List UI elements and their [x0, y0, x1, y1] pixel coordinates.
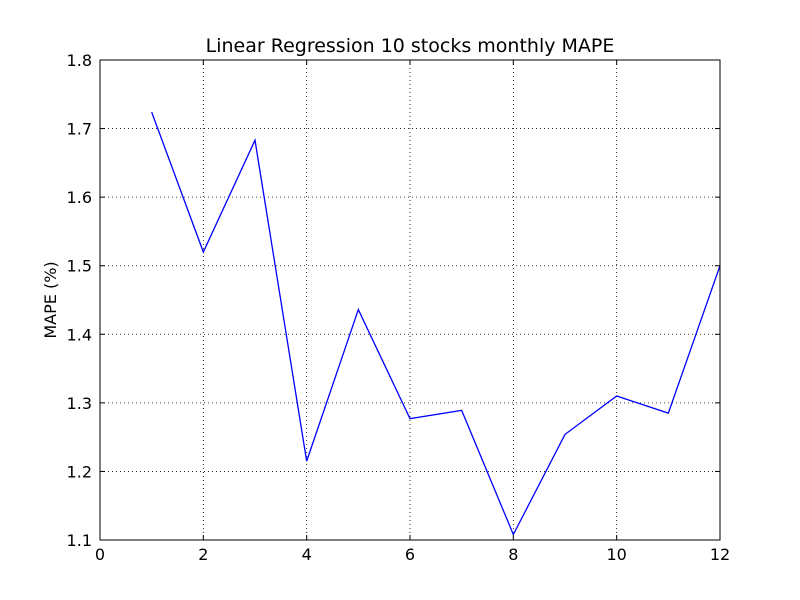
grid: [100, 60, 720, 540]
y-tick-label: 1.7: [67, 120, 92, 139]
y-tick-label: 1.8: [67, 51, 92, 70]
y-tick-label: 1.3: [67, 394, 92, 413]
chart-title: Linear Regression 10 stocks monthly MAPE: [206, 35, 615, 57]
y-tick-label: 1.1: [67, 531, 92, 550]
series-layer: [151, 111, 721, 537]
x-tick-label: 10: [606, 545, 626, 564]
y-axis-label: MAPE (%): [41, 261, 60, 338]
y-tick-label: 1.4: [67, 325, 92, 344]
x-tick-label: 2: [198, 545, 208, 564]
x-tick-label: 8: [508, 545, 518, 564]
x-tick-label: 6: [405, 545, 415, 564]
x-tick-label: 0: [95, 545, 105, 564]
series-line: [151, 111, 721, 537]
y-tick-label: 1.2: [67, 462, 92, 481]
x-tick-label: 4: [302, 545, 312, 564]
y-tick-label: 1.5: [67, 257, 92, 276]
x-tick-label: 12: [710, 545, 730, 564]
y-tick-label: 1.6: [67, 188, 92, 207]
ticks: 0 2 4 6 8 10 12 1.1 1.2 1.3 1.4 1.5 1.6 1.7 1.8: [67, 51, 731, 564]
